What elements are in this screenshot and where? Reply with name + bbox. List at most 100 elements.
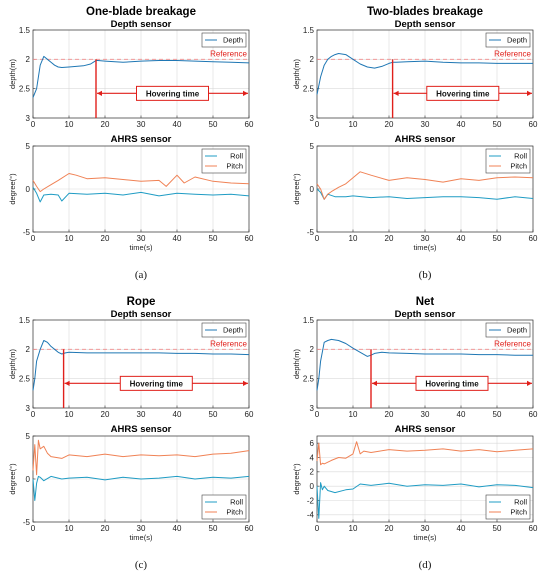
panel-d-ahrs-xtick-label: 20 — [385, 524, 394, 533]
panel-a-ahrs-series-pitch-line — [32, 173, 250, 193]
panel-a-reference-label: Reference — [210, 49, 247, 58]
panel-b-caption: (b) — [419, 269, 432, 281]
panel-b-ahrs-legend-label-pitch: Pitch — [510, 162, 527, 171]
panel-c-depth-ytick-label: 1.5 — [19, 316, 31, 325]
panel-b-hovering-arrow-right-head — [527, 90, 532, 96]
panel-b-ahrs-xtick-label: 0 — [315, 234, 320, 243]
panel-d-depth-xtick-label: 30 — [421, 410, 430, 419]
panel-c-depth-series-depth-line — [32, 340, 250, 391]
panel-c-reference-label: Reference — [210, 339, 247, 348]
panel-d-ahrs-ytick-label: 6 — [310, 439, 315, 448]
panel-b-title: Two-blades breakage — [367, 6, 483, 18]
panel-b-ahrs-legend-box — [485, 148, 531, 174]
panel-d-caption: (d) — [419, 559, 432, 571]
panel-c-title: Rope — [127, 296, 156, 308]
panel-c-depth-ytick-label: 2 — [26, 345, 31, 354]
panel-b-ahrs-xtick-label: 40 — [457, 234, 466, 243]
panel-b-depth-xtick-label: 50 — [493, 120, 502, 129]
panel-b-hovering-arrow-left-head — [393, 90, 399, 96]
panel-b-depth-ytick-label: 2 — [310, 55, 315, 64]
panel-d-depth-ytick-label: 2.5 — [303, 374, 315, 383]
panel-a-depth-xtick-label: 60 — [245, 120, 254, 129]
panel-d-depth-xtick-label: 10 — [349, 410, 358, 419]
panel-d-hovering-arrow-left-head — [372, 380, 377, 386]
panel-c-ahrs-ylabel: degree(°) — [8, 463, 17, 495]
panel-b-depth-xtick-label: 30 — [421, 120, 430, 129]
panel-c-ahrs-legend-box — [201, 494, 247, 520]
panel-c-depth-ylabel: depth(m) — [8, 348, 17, 379]
panel-b-ahrs-legend-label-roll: Roll — [514, 152, 527, 161]
panel-c-ahrs-legend-label-roll: Roll — [230, 498, 243, 507]
panel-c-depth-xtick-label: 30 — [137, 410, 146, 419]
panel-a-depth-xtick-label: 10 — [65, 120, 74, 129]
panel-d-ahrs-series-roll-line — [316, 482, 534, 519]
panel-c-ahrs-xtick-label: 50 — [209, 524, 218, 533]
panel-c-hovering-label-box — [119, 375, 193, 391]
panel-c-depth-xtick-label: 50 — [209, 410, 218, 419]
panel-b-depth-xtick-label: 20 — [385, 120, 394, 129]
panel-b-depth-ytick-label: 3 — [310, 114, 315, 123]
panel-d-ahrs-legend-box — [485, 494, 531, 520]
panel-a-hovering-arrow-right-head — [243, 90, 248, 96]
panel-d-depth-xtick-label: 0 — [315, 410, 320, 419]
panel-d-ahrs-legend-label-roll: Roll — [514, 498, 527, 507]
panel-c-ahrs-xlabel: time(s) — [130, 533, 153, 542]
panel-d-depth-legend-box — [485, 322, 531, 338]
panel-b-ahrs-xtick-label: 50 — [493, 234, 502, 243]
panel-d-ahrs-xtick-label: 40 — [457, 524, 466, 533]
panel-b-ahrs-ytick-label: 5 — [310, 142, 315, 151]
panel-d-hovering-label: Hovering time — [425, 379, 479, 388]
panel-a-ahrs-ylabel: degree(°) — [8, 173, 17, 205]
panel-c-depth-xtick-label: 60 — [245, 410, 254, 419]
panel-c-depth-xtick-label: 10 — [65, 410, 74, 419]
panel-d-ahrs-ytick-label: 4 — [310, 453, 315, 462]
panel-b-hovering-label: Hovering time — [436, 89, 490, 98]
panel-d-ahrs-xtick-label: 10 — [349, 524, 358, 533]
panel-a-ahrs-legend-label-pitch: Pitch — [226, 162, 243, 171]
panel-c-ahrs-xtick-label: 20 — [101, 524, 110, 533]
panel-d-title: Net — [416, 296, 435, 308]
panel-d-depth-legend-label-depth: Depth — [507, 326, 527, 335]
panel-b-ahrs-xtick-label: 60 — [529, 234, 538, 243]
panel-b-ahrs-subtitle: AHRS sensor — [395, 134, 456, 145]
panel-c-depth-ytick-label: 2.5 — [19, 374, 31, 383]
panel-d-ahrs-legend-label-pitch: Pitch — [510, 508, 527, 517]
panel-b-ahrs-xtick-label: 30 — [421, 234, 430, 243]
panel-b-ahrs-xtick-label: 10 — [349, 234, 358, 243]
panel-a-depth-subtitle: Depth sensor — [111, 19, 172, 30]
panel-a-depth-ytick-label: 3 — [26, 114, 31, 123]
panel-c-ahrs-series-roll-line — [32, 475, 250, 501]
panel-c-depth-xtick-label: 20 — [101, 410, 110, 419]
panel-c-ahrs-xtick-label: 10 — [65, 524, 74, 533]
panel-b-depth-legend-box — [485, 32, 531, 48]
panel-d-ahrs-ytick-label: 0 — [310, 482, 315, 491]
panel-b-ahrs-ylabel: degree(°) — [292, 173, 301, 205]
panel-a-ahrs-xtick-label: 50 — [209, 234, 218, 243]
panel-a-ahrs-xtick-label: 0 — [31, 234, 36, 243]
panel-d-depth-ylabel: depth(m) — [292, 348, 301, 379]
panel-b-ahrs-ytick-label: -5 — [307, 228, 315, 237]
panel-a-title: One-blade breakage — [86, 6, 196, 18]
panel-b-depth-ytick-label: 1.5 — [303, 26, 315, 35]
panel-c-ahrs-xtick-label: 60 — [245, 524, 254, 533]
panel-b-depth-series-depth-line — [316, 53, 533, 95]
panel-a-depth-axes-frame — [32, 29, 250, 119]
panel-b-hovering-label-box — [426, 85, 500, 101]
panel-b-ahrs-xtick-label: 20 — [385, 234, 394, 243]
panel-a-hovering-label-box — [136, 85, 209, 101]
panel-a-ahrs-ytick-label: 5 — [26, 142, 31, 151]
panel-c-depth-ytick-label: 3 — [26, 404, 31, 413]
panel-d-ahrs-ytick-label: -2 — [307, 496, 315, 505]
panel-d-depth-subtitle: Depth sensor — [395, 309, 456, 320]
panel-c-ahrs-legend-label-pitch: Pitch — [226, 508, 243, 517]
panel-a-ahrs-series-roll-line — [32, 187, 250, 203]
panel-a-ahrs-ytick-label: -5 — [23, 228, 31, 237]
panel-b-depth-xtick-label: 0 — [315, 120, 320, 129]
panel-d-hovering-arrow-right-head — [527, 380, 532, 386]
panel-d-ahrs-axes-frame — [316, 435, 534, 523]
panel-d-depth-xtick-label: 50 — [493, 410, 502, 419]
panel-c-hovering-label: Hovering time — [130, 379, 184, 388]
panel-a-ahrs-legend-box — [201, 148, 247, 174]
